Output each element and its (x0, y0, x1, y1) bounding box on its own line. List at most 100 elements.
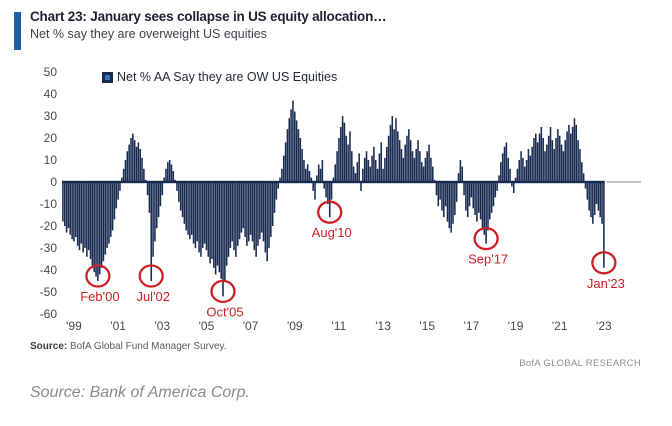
bar (63, 182, 66, 226)
bar (420, 162, 423, 182)
brand-mark: BofA GLOBAL RESEARCH (519, 358, 641, 369)
bar (489, 182, 491, 220)
bar (551, 140, 554, 182)
bar (336, 151, 338, 182)
bar (270, 182, 272, 237)
bar (597, 182, 600, 211)
bar (95, 182, 97, 277)
bar (349, 131, 351, 182)
bar (297, 129, 300, 182)
bar (163, 177, 165, 182)
bar (178, 182, 180, 202)
bar (201, 182, 204, 248)
bar (373, 146, 375, 182)
bar (205, 182, 208, 251)
bar (470, 182, 473, 198)
bar (404, 144, 406, 182)
bar (121, 177, 123, 182)
bar (328, 182, 331, 218)
bar (132, 133, 134, 182)
bar (218, 182, 221, 273)
bar (284, 142, 287, 182)
bar (415, 149, 417, 182)
bar (474, 182, 476, 215)
bar (538, 133, 541, 182)
bar (494, 182, 497, 198)
bar (439, 182, 441, 200)
bar (249, 182, 252, 235)
x-axis-tick-label: '13 (375, 319, 391, 333)
bar (566, 131, 568, 182)
bar (544, 151, 546, 182)
chart-subtitle: Net % say they are overweight US equitie… (30, 27, 267, 41)
bar (511, 182, 513, 187)
bar (183, 182, 186, 224)
bar (472, 182, 475, 209)
bar (102, 182, 105, 262)
bar (601, 182, 603, 224)
bar (595, 182, 598, 204)
bar (78, 182, 81, 251)
bar (351, 151, 353, 182)
bar (277, 182, 279, 189)
bar (498, 175, 500, 182)
bar (84, 182, 86, 248)
bar (446, 182, 449, 222)
bar (109, 182, 112, 237)
bar (490, 182, 493, 213)
bar (115, 182, 118, 209)
bar (400, 149, 403, 182)
bar (316, 175, 318, 182)
bar (271, 182, 274, 226)
title-accent-bar (14, 12, 21, 50)
bar (332, 177, 335, 182)
bar (238, 182, 241, 240)
bar (483, 182, 486, 235)
x-axis-tick-label: '17 (464, 319, 480, 333)
bar (330, 182, 333, 200)
bar (522, 157, 524, 182)
bar (216, 182, 219, 266)
bar (343, 122, 346, 182)
bar (106, 182, 108, 248)
bar (448, 182, 451, 229)
bar (376, 168, 379, 182)
bar (461, 166, 463, 182)
bar (411, 151, 414, 182)
bar (150, 182, 153, 281)
bar (310, 177, 313, 182)
bar (260, 182, 263, 233)
bar (314, 182, 316, 200)
bar (555, 138, 557, 182)
annotation-circle-icon (473, 226, 499, 251)
bar (146, 182, 149, 196)
bar (91, 182, 94, 266)
bar (87, 182, 90, 251)
annotation-label: Jan'23 (587, 276, 625, 291)
annotation-label: Feb'00 (80, 289, 119, 304)
source-text: BofA Global Fund Manager Survey. (67, 341, 227, 352)
bar (571, 127, 574, 182)
bar (279, 177, 281, 182)
bar (220, 182, 222, 279)
bar (229, 182, 232, 248)
bar (378, 153, 381, 182)
bar (523, 166, 526, 182)
bar (224, 182, 226, 281)
bar (213, 182, 215, 268)
bar (214, 182, 217, 275)
bar (155, 182, 158, 229)
zero-axis-extension-line (606, 181, 641, 183)
bar (104, 182, 107, 255)
bar (463, 182, 465, 196)
bar (535, 133, 537, 182)
annotation-circle-icon (210, 279, 236, 304)
bar-chart: 50 40 30 20 10 0 -10 -20 -30 -40 -50 -60 '99 '01 '03 '0… (0, 58, 672, 340)
bar (133, 140, 136, 182)
bar (505, 142, 508, 182)
bar (179, 182, 182, 211)
bar (481, 182, 484, 229)
bar (501, 153, 504, 182)
bar (282, 155, 285, 182)
bar (533, 138, 535, 182)
